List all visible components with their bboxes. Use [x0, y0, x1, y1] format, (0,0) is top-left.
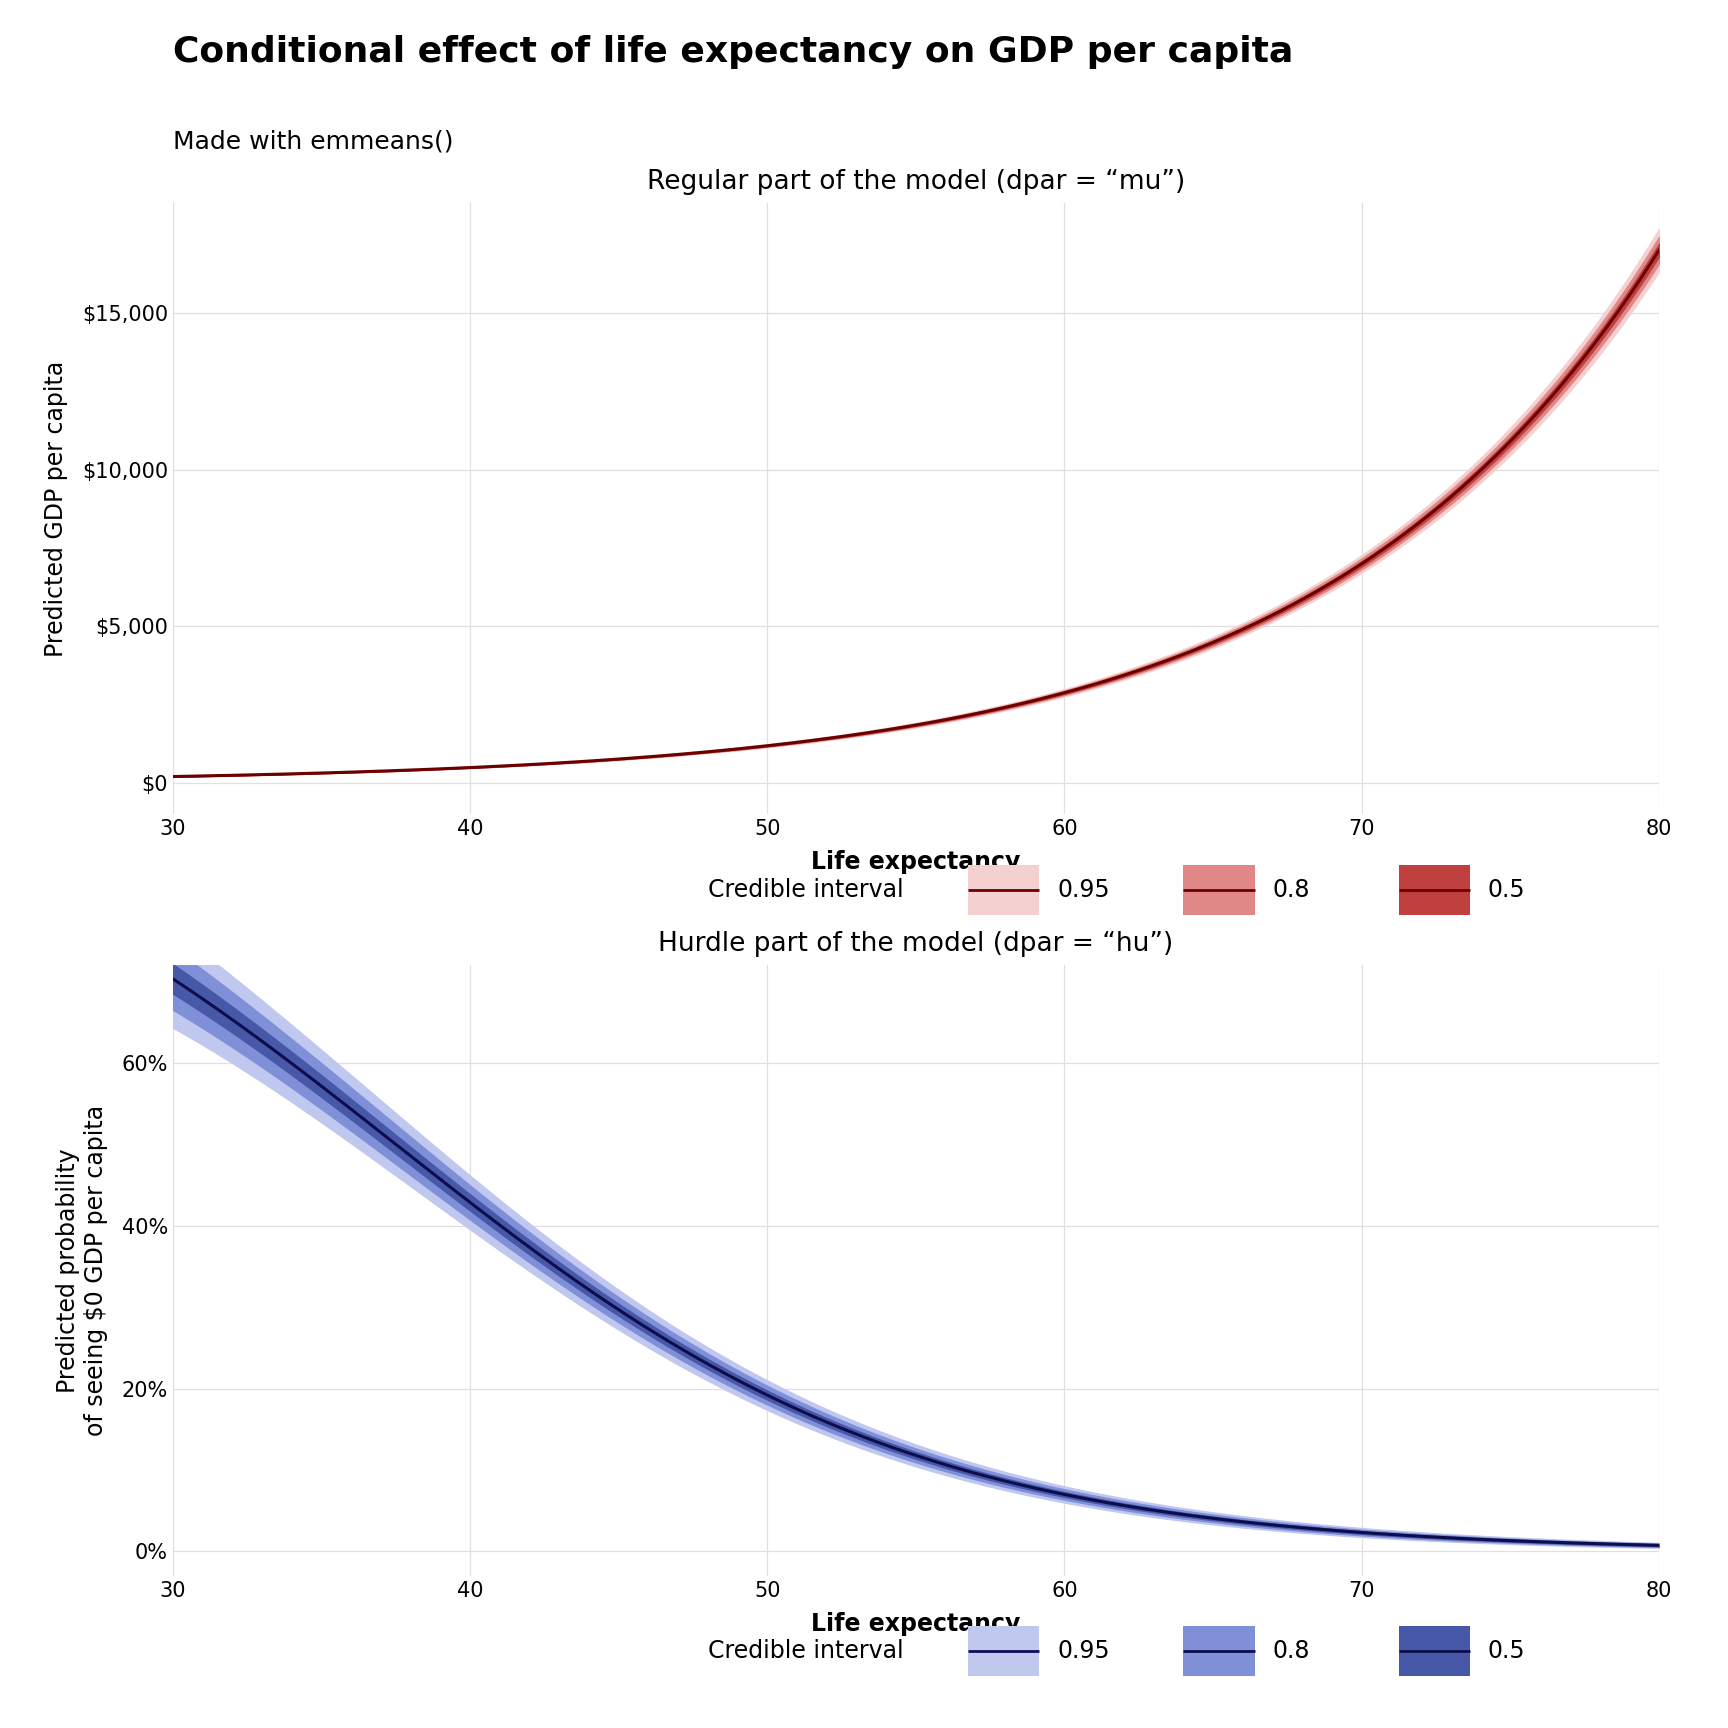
- Text: Credible interval: Credible interval: [708, 878, 904, 902]
- X-axis label: Life expectancy: Life expectancy: [810, 850, 1021, 874]
- Text: 0.95: 0.95: [1058, 1640, 1109, 1664]
- Bar: [968, 864, 1039, 914]
- Text: Credible interval: Credible interval: [708, 1640, 904, 1664]
- Text: 0.5: 0.5: [1488, 878, 1526, 902]
- X-axis label: Life expectancy: Life expectancy: [810, 1612, 1021, 1636]
- Bar: [1184, 1626, 1255, 1676]
- Text: 0.5: 0.5: [1488, 1640, 1526, 1664]
- Text: 0.8: 0.8: [1272, 878, 1310, 902]
- Y-axis label: Predicted probability
of seeing $0 GDP per capita: Predicted probability of seeing $0 GDP p…: [55, 1104, 107, 1436]
- Title: Hurdle part of the model (dpar = “hu”): Hurdle part of the model (dpar = “hu”): [658, 931, 1173, 957]
- Text: Conditional effect of life expectancy on GDP per capita: Conditional effect of life expectancy on…: [173, 35, 1293, 69]
- Bar: [1184, 864, 1255, 914]
- Bar: [1398, 864, 1471, 914]
- Title: Regular part of the model (dpar = “mu”): Regular part of the model (dpar = “mu”): [646, 169, 1185, 195]
- Y-axis label: Predicted GDP per capita: Predicted GDP per capita: [43, 361, 67, 657]
- Text: Made with emmeans(): Made with emmeans(): [173, 130, 453, 154]
- Bar: [968, 1626, 1039, 1676]
- Bar: [1398, 1626, 1471, 1676]
- Text: 0.8: 0.8: [1272, 1640, 1310, 1664]
- Text: 0.95: 0.95: [1058, 878, 1109, 902]
